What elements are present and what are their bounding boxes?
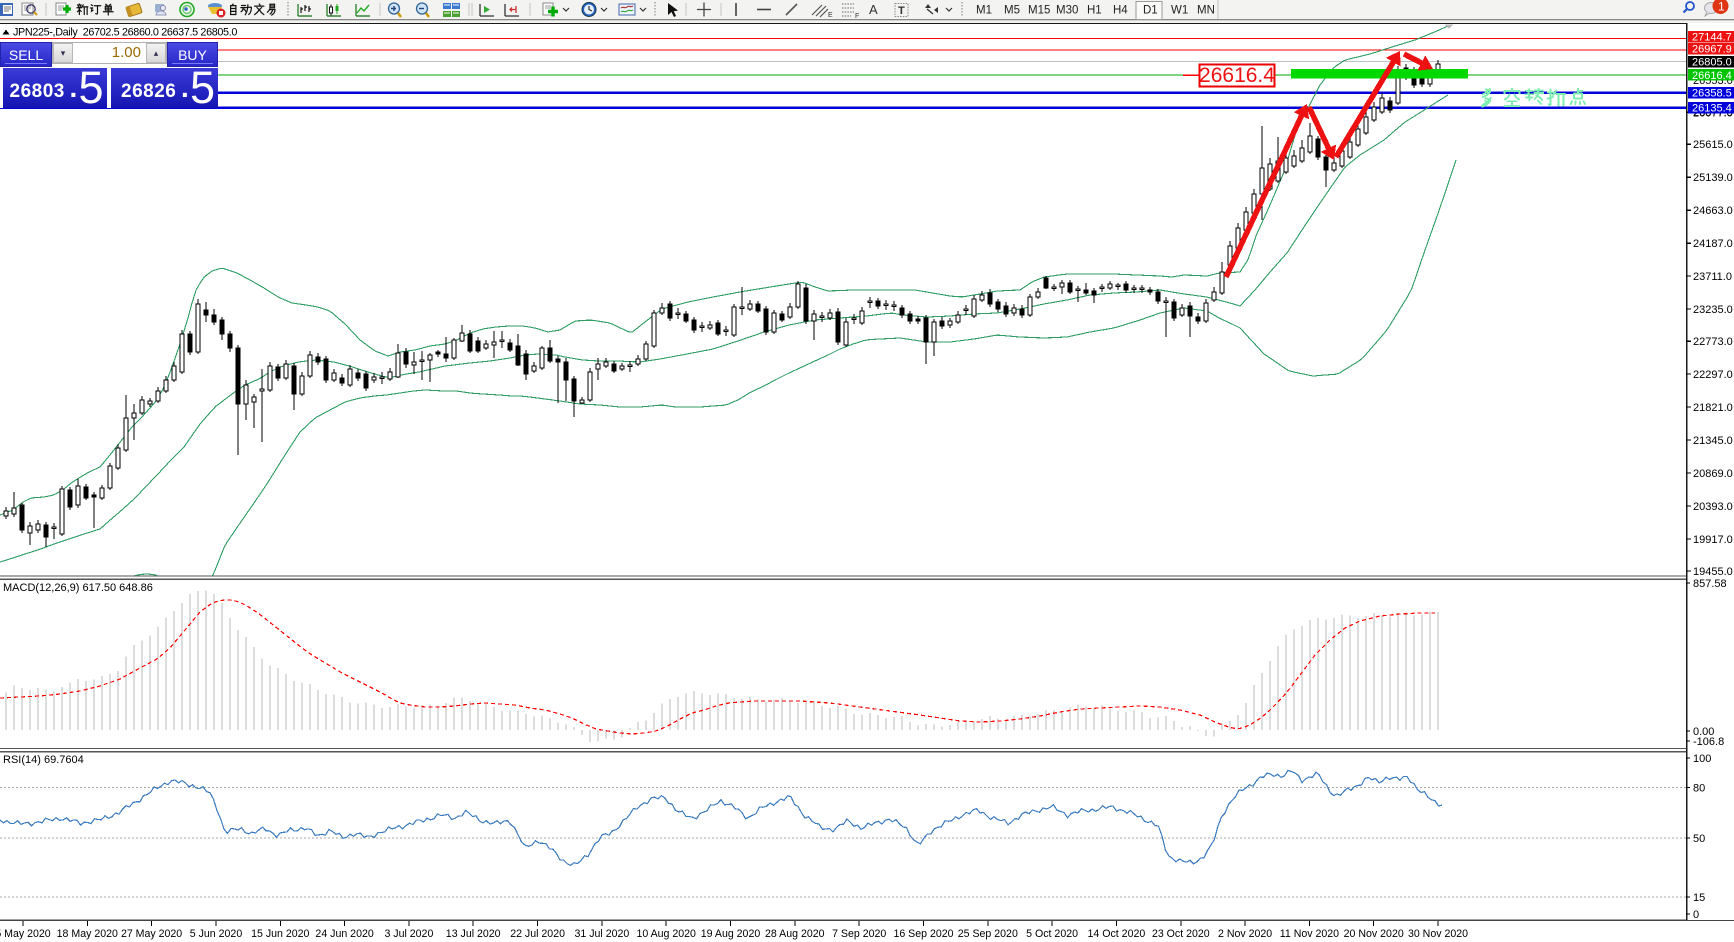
svg-text:5 May 2020: 5 May 2020: [0, 928, 51, 940]
svg-text:26616.4: 26616.4: [1692, 70, 1732, 82]
svg-text:1: 1: [1718, 0, 1725, 14]
svg-text:26358.5: 26358.5: [1692, 88, 1732, 100]
svg-text:MACD(12,26,9) 617.50 648.86: MACD(12,26,9) 617.50 648.86: [3, 582, 153, 594]
svg-text:RSI(14) 69.7604: RSI(14) 69.7604: [3, 754, 84, 766]
svg-text:A: A: [869, 2, 878, 17]
svg-text:27144.7: 27144.7: [1692, 31, 1732, 43]
svg-text:3 Jul 2020: 3 Jul 2020: [384, 928, 433, 940]
svg-text:857.58: 857.58: [1693, 578, 1727, 590]
svg-text:M5: M5: [1004, 5, 1020, 17]
svg-text:D1: D1: [1143, 5, 1158, 17]
svg-text:14 Oct 2020: 14 Oct 2020: [1088, 928, 1146, 940]
svg-text:26805.0: 26805.0: [1692, 56, 1732, 68]
svg-text:E: E: [828, 12, 833, 19]
svg-text:5 Jun 2020: 5 Jun 2020: [190, 928, 243, 940]
svg-text:MN: MN: [1197, 5, 1215, 17]
svg-text:100: 100: [1693, 753, 1711, 765]
svg-text:19 Aug 2020: 19 Aug 2020: [701, 928, 761, 940]
svg-text:5 Oct 2020: 5 Oct 2020: [1026, 928, 1078, 940]
svg-text:21345.0: 21345.0: [1693, 435, 1733, 447]
svg-text:19455.0: 19455.0: [1693, 566, 1733, 578]
svg-text:31 Jul 2020: 31 Jul 2020: [575, 928, 630, 940]
svg-text:24663.0: 24663.0: [1693, 205, 1733, 217]
svg-text:22773.0: 22773.0: [1693, 336, 1733, 348]
svg-text:W1: W1: [1171, 5, 1188, 17]
svg-text:22297.0: 22297.0: [1693, 369, 1733, 381]
svg-text:27 May 2020: 27 May 2020: [121, 928, 182, 940]
svg-text:13 Jul 2020: 13 Jul 2020: [446, 928, 501, 940]
svg-text:23711.0: 23711.0: [1693, 271, 1732, 283]
svg-text:0: 0: [1693, 909, 1699, 921]
svg-text:26616.4: 26616.4: [1199, 64, 1275, 87]
svg-text:7 Sep 2020: 7 Sep 2020: [832, 928, 886, 940]
svg-text:T: T: [898, 5, 905, 17]
svg-text:18 May 2020: 18 May 2020: [57, 928, 118, 940]
svg-text:M30: M30: [1056, 5, 1078, 17]
svg-text:20 Nov 2020: 20 Nov 2020: [1344, 928, 1404, 940]
svg-text:26967.9: 26967.9: [1692, 44, 1732, 56]
svg-text:20869.0: 20869.0: [1693, 468, 1733, 480]
svg-text:16 Sep 2020: 16 Sep 2020: [893, 928, 953, 940]
svg-text:24 Jun 2020: 24 Jun 2020: [315, 928, 373, 940]
svg-text:50: 50: [1693, 833, 1705, 845]
svg-text:28 Aug 2020: 28 Aug 2020: [765, 928, 825, 940]
svg-text:M15: M15: [1028, 5, 1050, 17]
svg-text:22 Jul 2020: 22 Jul 2020: [510, 928, 565, 940]
svg-text:11 Nov 2020: 11 Nov 2020: [1280, 928, 1339, 940]
svg-text:21821.0: 21821.0: [1693, 402, 1733, 414]
svg-text:H1: H1: [1087, 5, 1102, 17]
svg-text:20393.0: 20393.0: [1693, 501, 1733, 513]
svg-text:23 Oct 2020: 23 Oct 2020: [1152, 928, 1210, 940]
svg-text:2 Nov 2020: 2 Nov 2020: [1218, 928, 1272, 940]
svg-text:-106.8: -106.8: [1693, 736, 1724, 748]
svg-text:H4: H4: [1113, 5, 1128, 17]
svg-text:25139.0: 25139.0: [1693, 172, 1733, 184]
svg-text:10 Aug 2020: 10 Aug 2020: [636, 928, 696, 940]
svg-text:30 Nov 2020: 30 Nov 2020: [1408, 928, 1468, 940]
svg-text:80: 80: [1693, 783, 1705, 795]
svg-text:JPN225-,Daily 26702.5 26860.0: JPN225-,Daily 26702.5 26860.0 26637.5 26…: [13, 27, 237, 39]
svg-text:24187.0: 24187.0: [1693, 238, 1733, 250]
svg-text:15: 15: [1693, 892, 1705, 904]
svg-text:19917.0: 19917.0: [1693, 534, 1733, 546]
svg-text:23235.0: 23235.0: [1693, 304, 1733, 316]
svg-text:25615.0: 25615.0: [1693, 139, 1733, 151]
svg-text:F: F: [855, 13, 859, 20]
svg-text:M1: M1: [976, 5, 992, 17]
svg-text:0.00: 0.00: [1693, 726, 1714, 738]
svg-text:25 Sep 2020: 25 Sep 2020: [958, 928, 1018, 940]
svg-text:15 Jun 2020: 15 Jun 2020: [251, 928, 309, 940]
svg-text:26135.4: 26135.4: [1692, 103, 1732, 115]
